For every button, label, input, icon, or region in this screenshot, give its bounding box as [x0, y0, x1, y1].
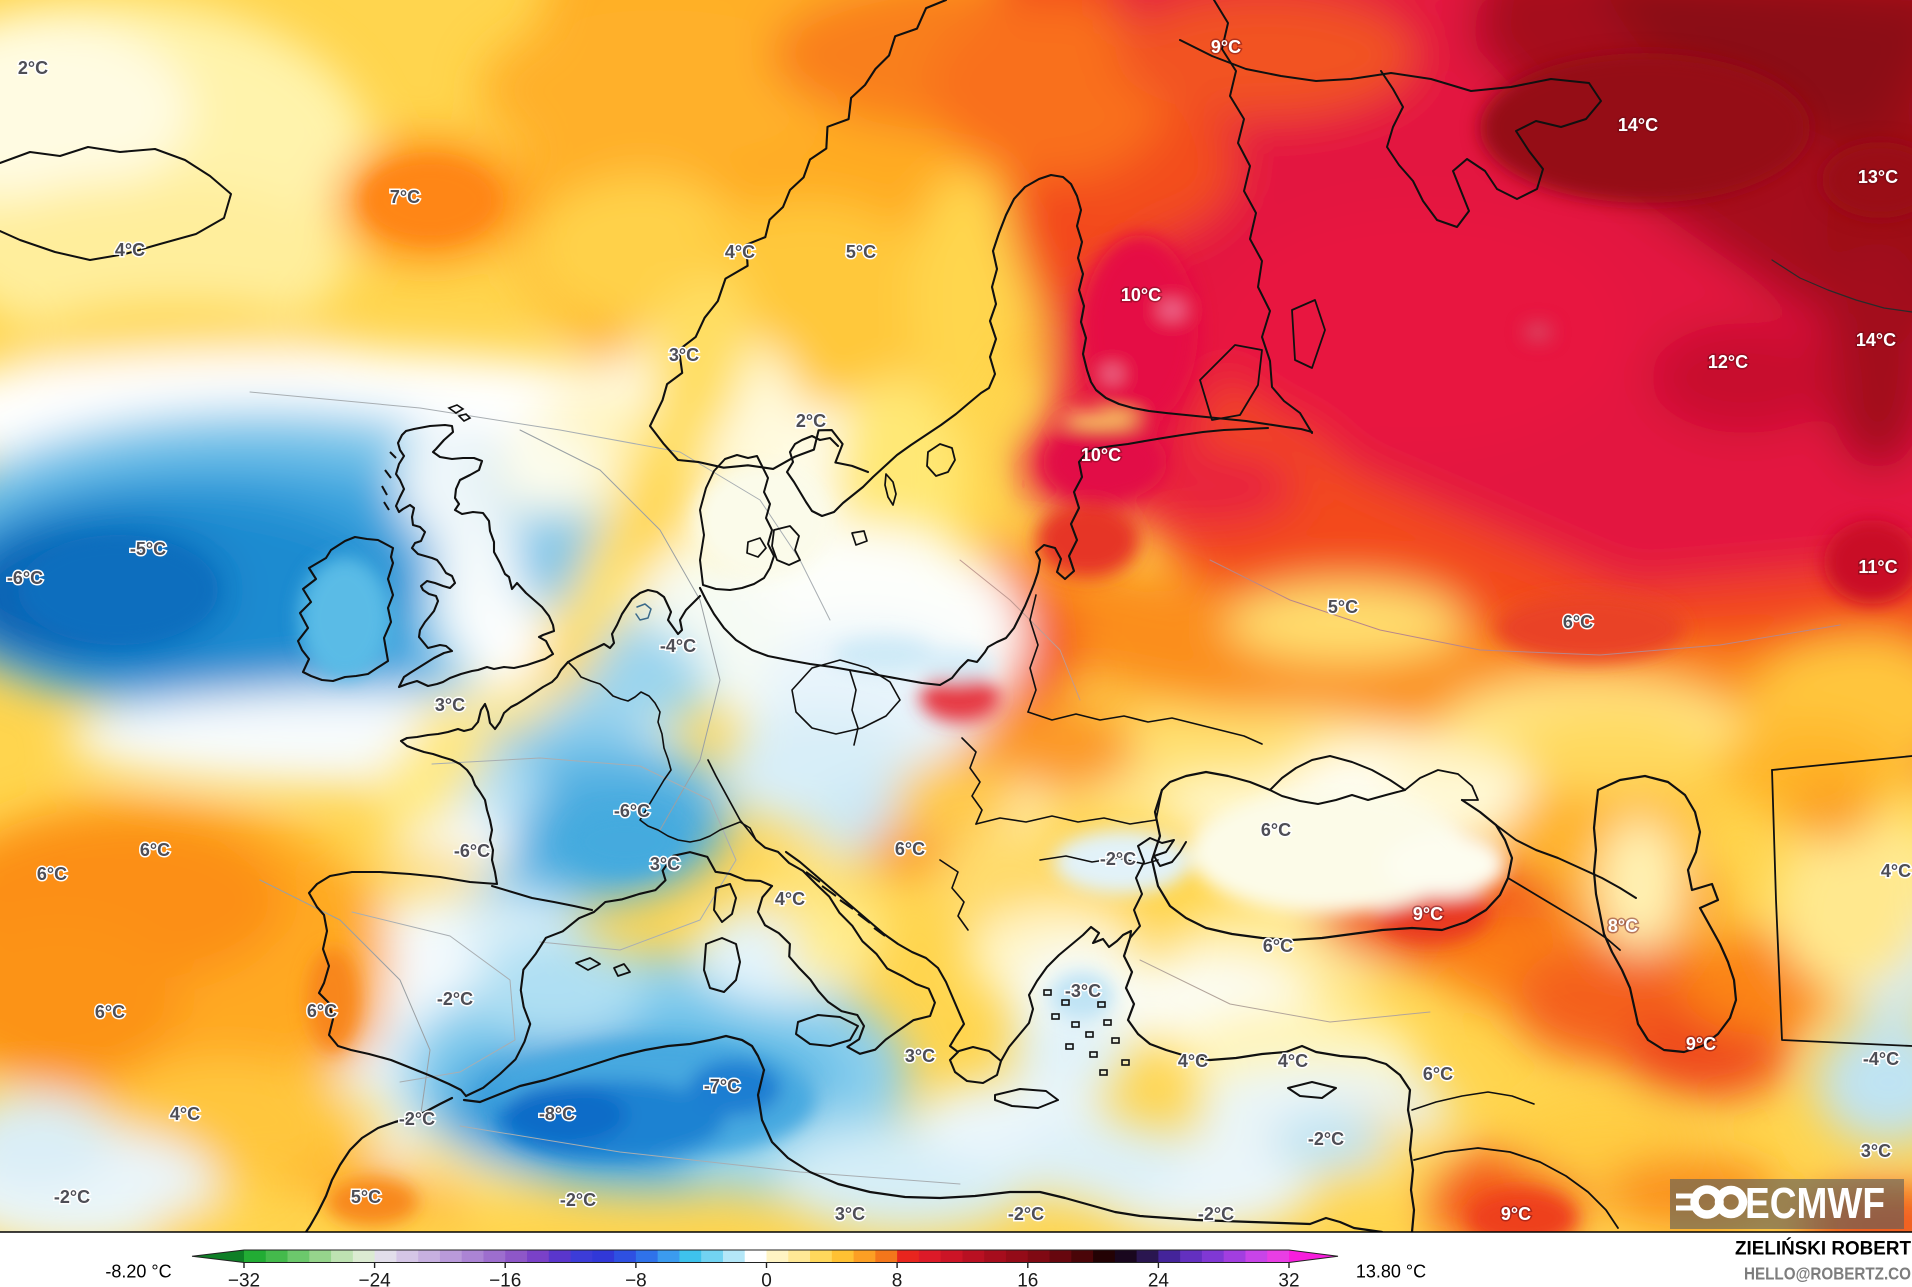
svg-text:7°C: 7°C: [390, 187, 420, 207]
svg-text:2°C: 2°C: [796, 411, 826, 431]
svg-text:5°C: 5°C: [1328, 597, 1358, 617]
svg-text:-8.20 °C: -8.20 °C: [105, 1262, 171, 1282]
svg-text:4°C: 4°C: [170, 1104, 200, 1124]
svg-text:−32: −32: [228, 1271, 260, 1287]
svg-text:6°C: 6°C: [37, 864, 67, 884]
svg-text:-6°C: -6°C: [614, 801, 650, 821]
svg-text:4°C: 4°C: [1881, 861, 1911, 881]
svg-text:24: 24: [1148, 1271, 1170, 1287]
svg-text:-6°C: -6°C: [454, 841, 490, 861]
svg-text:-4°C: -4°C: [1863, 1049, 1899, 1069]
svg-text:6°C: 6°C: [895, 839, 925, 859]
svg-text:−8: −8: [625, 1271, 647, 1287]
svg-text:ECMWF: ECMWF: [1745, 1179, 1885, 1228]
svg-text:3°C: 3°C: [650, 854, 680, 874]
svg-text:9°C: 9°C: [1413, 904, 1443, 924]
svg-text:5°C: 5°C: [351, 1187, 381, 1207]
svg-text:HELLO@ROBERTZ.CO: HELLO@ROBERTZ.CO: [1744, 1264, 1911, 1284]
svg-text:-7°C: -7°C: [704, 1076, 740, 1096]
svg-text:-4°C: -4°C: [660, 636, 696, 656]
svg-text:4°C: 4°C: [115, 240, 145, 260]
svg-text:-2°C: -2°C: [437, 989, 473, 1009]
svg-text:-5°C: -5°C: [130, 539, 166, 559]
svg-text:-3°C: -3°C: [1065, 981, 1101, 1001]
svg-text:ZIELIŃSKI ROBERT: ZIELIŃSKI ROBERT: [1735, 1237, 1911, 1260]
svg-text:-2°C: -2°C: [54, 1187, 90, 1207]
svg-text:5°C: 5°C: [846, 242, 876, 262]
svg-text:0: 0: [761, 1271, 772, 1287]
svg-text:4°C: 4°C: [1278, 1051, 1308, 1071]
svg-text:10°C: 10°C: [1121, 285, 1161, 305]
svg-text:3°C: 3°C: [669, 345, 699, 365]
svg-text:9°C: 9°C: [1211, 37, 1241, 57]
svg-text:−16: −16: [489, 1271, 521, 1287]
svg-text:13°C: 13°C: [1858, 167, 1898, 187]
svg-text:6°C: 6°C: [1423, 1064, 1453, 1084]
svg-text:6°C: 6°C: [1563, 612, 1593, 632]
svg-text:3°C: 3°C: [905, 1046, 935, 1066]
svg-text:9°C: 9°C: [1686, 1034, 1716, 1054]
svg-text:13.80 °C: 13.80 °C: [1356, 1262, 1426, 1282]
svg-text:6°C: 6°C: [95, 1002, 125, 1022]
svg-text:32: 32: [1278, 1271, 1299, 1287]
svg-text:3°C: 3°C: [835, 1204, 865, 1224]
svg-text:-6°C: -6°C: [7, 568, 43, 588]
svg-text:11°C: 11°C: [1858, 557, 1897, 577]
svg-text:6°C: 6°C: [1261, 820, 1291, 840]
svg-text:3°C: 3°C: [1861, 1141, 1891, 1161]
svg-text:8°C: 8°C: [1608, 916, 1638, 936]
svg-text:16: 16: [1017, 1271, 1038, 1287]
svg-text:9°C: 9°C: [1501, 1204, 1531, 1224]
svg-text:−24: −24: [358, 1271, 391, 1287]
svg-text:-2°C: -2°C: [1008, 1204, 1044, 1224]
svg-text:6°C: 6°C: [140, 840, 170, 860]
svg-text:10°C: 10°C: [1081, 445, 1121, 465]
svg-text:4°C: 4°C: [1178, 1051, 1208, 1071]
svg-text:2°C: 2°C: [18, 58, 48, 78]
svg-text:6°C: 6°C: [307, 1001, 337, 1021]
svg-text:-2°C: -2°C: [1198, 1204, 1234, 1224]
svg-text:-2°C: -2°C: [399, 1109, 435, 1129]
svg-text:4°C: 4°C: [775, 889, 805, 909]
svg-text:6°C: 6°C: [1263, 936, 1293, 956]
svg-text:-2°C: -2°C: [1308, 1129, 1344, 1149]
svg-text:-2°C: -2°C: [560, 1190, 596, 1210]
svg-text:3°C: 3°C: [435, 695, 465, 715]
svg-text:8: 8: [892, 1271, 903, 1287]
svg-text:14°C: 14°C: [1856, 330, 1896, 350]
svg-text:12°C: 12°C: [1708, 352, 1748, 372]
svg-text:4°C: 4°C: [725, 242, 755, 262]
svg-text:-2°C: -2°C: [1100, 849, 1136, 869]
svg-text:-8°C: -8°C: [539, 1104, 575, 1124]
svg-text:14°C: 14°C: [1618, 115, 1658, 135]
